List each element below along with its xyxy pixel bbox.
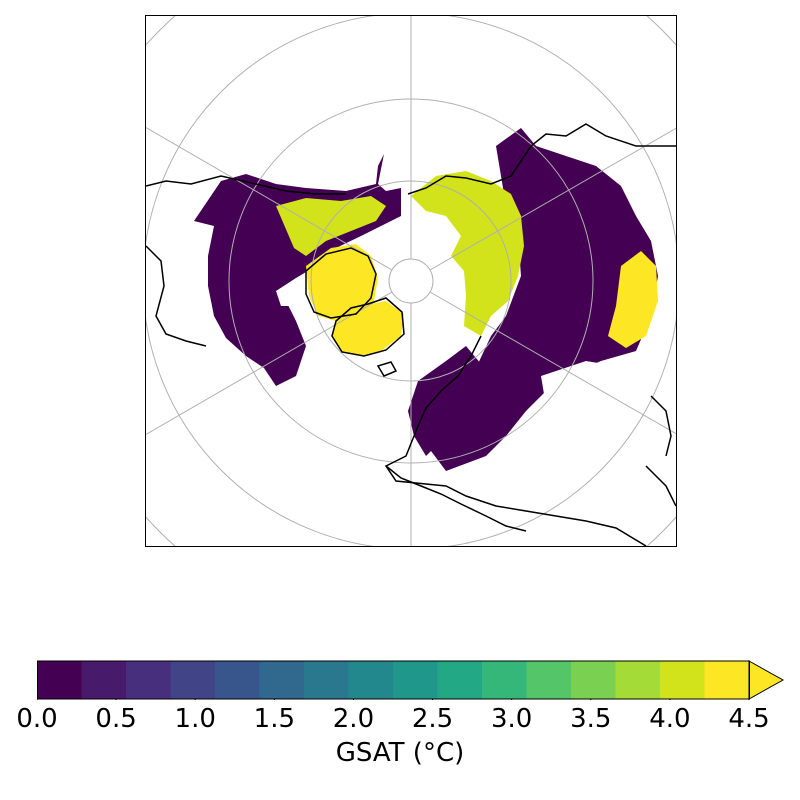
colorbar-tick-label: 4.0 xyxy=(649,704,691,734)
colorbar-segment xyxy=(482,661,527,699)
colorbar-segment xyxy=(526,661,572,699)
colorbar-tick-label: 0.0 xyxy=(16,704,58,734)
colorbar-segment xyxy=(215,661,260,699)
colorbar-tick-label: 4.5 xyxy=(728,704,770,734)
colorbar-segment xyxy=(615,661,661,699)
region-siberia-interior xyxy=(424,128,658,471)
meridian-line xyxy=(146,127,393,271)
colorbar-tick-label: 2.5 xyxy=(411,704,454,734)
colorbar-tick-label: 1.0 xyxy=(174,704,216,734)
map-canvas xyxy=(146,16,676,546)
pole-no-data xyxy=(389,244,433,288)
colorbar-segment xyxy=(259,661,305,699)
coastlines xyxy=(146,123,676,546)
colorbar-segment xyxy=(126,661,171,699)
coastline-canada xyxy=(146,175,377,319)
colorbar-segment xyxy=(704,661,750,699)
colorbar-svg xyxy=(36,660,785,700)
colorbar-segment xyxy=(660,661,705,699)
asia-no-data xyxy=(541,361,616,411)
region-siberia-north-coast xyxy=(411,171,524,336)
coastline-mediterranean xyxy=(385,465,527,532)
colorbar-segment xyxy=(170,661,216,699)
coastline-north-america-west xyxy=(146,245,207,347)
temperature-field xyxy=(194,128,658,471)
meridian-line xyxy=(429,127,676,271)
graticule xyxy=(146,16,676,546)
colorbar-segment xyxy=(81,661,127,699)
meridian-line xyxy=(429,291,676,435)
colorbar-segment xyxy=(37,661,82,699)
colorbar-tick-label: 2.0 xyxy=(332,704,375,734)
colorbar-segment xyxy=(393,661,438,699)
colorbar-segment xyxy=(348,661,394,699)
region-europe xyxy=(408,346,481,456)
coastline-japan xyxy=(650,395,672,457)
colorbar xyxy=(36,660,785,700)
coastline-iceland xyxy=(376,361,398,377)
coastline-arabia xyxy=(645,465,676,507)
colorbar-label: GSAT (°C) xyxy=(335,738,465,768)
polar-map xyxy=(145,15,677,547)
region-canada-coastal xyxy=(276,196,386,256)
colorbar-segment xyxy=(304,661,349,699)
colorbar-extend-arrow xyxy=(748,660,785,700)
hudson-bay-no-data xyxy=(276,278,308,306)
colorbar-tick-label: 0.5 xyxy=(95,704,137,734)
colorbar-segment xyxy=(437,661,483,699)
coastline-greenland xyxy=(331,297,405,357)
colorbar-tick-label: 1.5 xyxy=(253,704,296,734)
region-central-asia xyxy=(608,251,658,348)
region-canadian-archipelago xyxy=(306,244,378,321)
colorbar-tick-label: 3.5 xyxy=(570,704,612,734)
colorbar-tick-label: 3.0 xyxy=(490,704,533,734)
colorbar-segment xyxy=(571,661,616,699)
colorbar-outline xyxy=(37,660,750,700)
meridian-line xyxy=(146,291,393,435)
